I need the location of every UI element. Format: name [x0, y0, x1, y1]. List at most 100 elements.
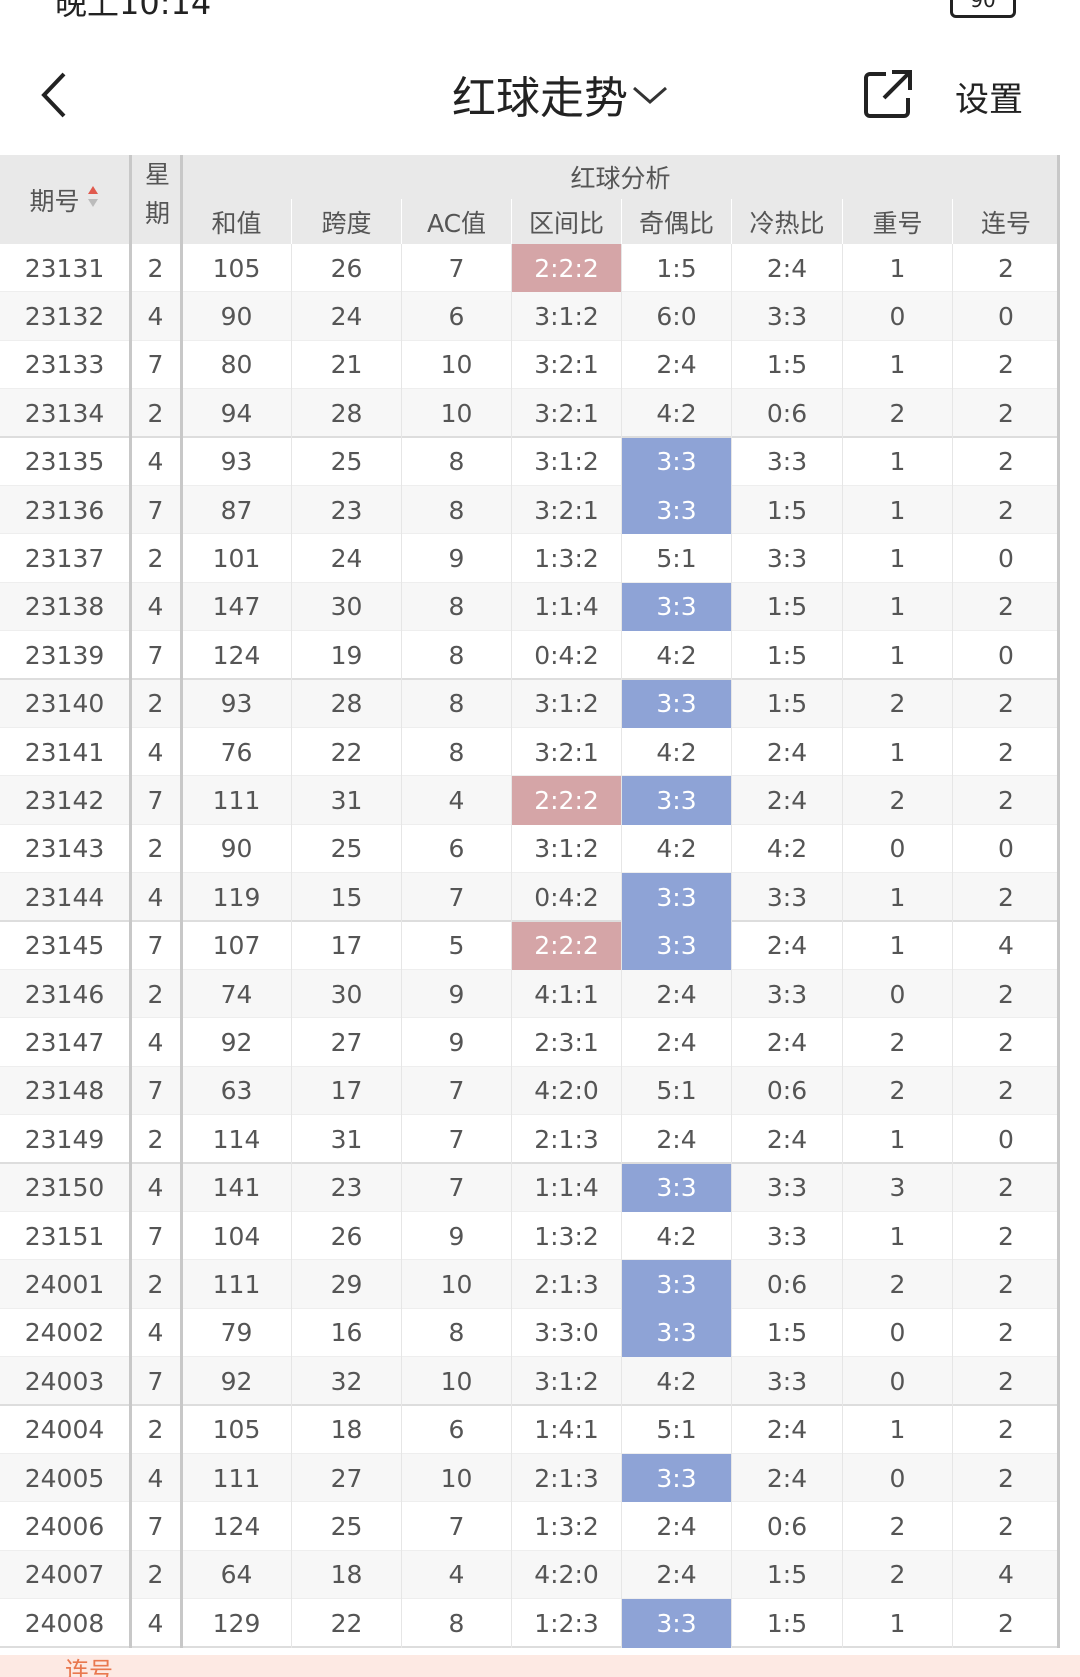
- table-cell: 4:2: [621, 631, 731, 680]
- table-cell: 2:4: [731, 728, 842, 777]
- table-cell: 3:1:2: [511, 679, 621, 728]
- table-cell: 2: [147, 1415, 164, 1445]
- row-bg: [0, 1454, 1059, 1503]
- table-cell: 0:4:2: [511, 631, 621, 680]
- table-cell: 3:3: [621, 873, 731, 922]
- table-cell: 8: [401, 437, 511, 486]
- table-cell: 15: [291, 873, 401, 922]
- table-cell: 124: [212, 640, 261, 670]
- table-cell: 23135: [24, 447, 105, 477]
- table-cell: 24007: [24, 1560, 105, 1590]
- table-cell: 5:1: [621, 534, 731, 583]
- table-cell: 2:1:3: [511, 1260, 621, 1309]
- table-cell: 2:4: [731, 244, 842, 293]
- table-cell: 4: [147, 737, 164, 767]
- table-cell: 111: [212, 1270, 261, 1300]
- column-header: AC值: [401, 199, 511, 244]
- table-cell: 2: [952, 437, 1059, 486]
- table-cell: 6: [401, 824, 511, 874]
- table-cell: 4: [401, 776, 511, 825]
- table-cell: 23138: [24, 592, 105, 622]
- table-cell: 22: [291, 728, 401, 777]
- share-icon[interactable]: [862, 68, 916, 122]
- table-cell: 23133: [24, 350, 105, 380]
- table-cell: 4: [147, 1318, 164, 1348]
- table-cell: 4: [147, 1608, 164, 1638]
- table-cell: 2: [952, 340, 1059, 390]
- table-cell: 2: [952, 776, 1059, 825]
- table-cell: 4: [147, 1463, 164, 1493]
- table-cell: 0:4:2: [511, 873, 621, 922]
- table-cell: 7: [401, 244, 511, 293]
- table-cell: 21: [291, 340, 401, 390]
- table-cell: 92: [220, 1366, 253, 1396]
- table-cell: 10: [401, 1260, 511, 1309]
- table-cell: 2:4: [621, 970, 731, 1019]
- table-cell: 2: [952, 1212, 1059, 1261]
- table-cell: 8: [401, 679, 511, 728]
- table-cell: 1:5: [731, 631, 842, 680]
- table-cell: 10: [401, 389, 511, 438]
- table-cell: 24005: [24, 1463, 105, 1493]
- table-cell: 2: [952, 244, 1059, 293]
- table-cell: 2: [147, 1124, 164, 1154]
- table-cell: 1: [842, 244, 952, 293]
- column-divider: [1057, 155, 1060, 1648]
- table-cell: 1:3:2: [511, 1502, 621, 1551]
- row-bg: [0, 1018, 1059, 1067]
- table-cell: 23: [291, 486, 401, 535]
- table-cell: 0: [842, 1454, 952, 1503]
- table-cell: 111: [212, 1463, 261, 1493]
- table-cell: 2:1:3: [511, 1115, 621, 1164]
- table-cell: 1:3:2: [511, 1212, 621, 1261]
- table-cell: 63: [220, 1076, 253, 1106]
- table-cell: 3:2:1: [511, 340, 621, 390]
- column-header: 区间比: [511, 199, 621, 244]
- table-cell: 17: [291, 1066, 401, 1116]
- dropdown-arrow[interactable]: [630, 80, 670, 110]
- table-cell: 1: [842, 340, 952, 390]
- table-cell: 2: [842, 1260, 952, 1309]
- table-cell: 4: [952, 1550, 1059, 1600]
- table-cell: 3:1:2: [511, 824, 621, 874]
- table-cell: 8: [401, 728, 511, 777]
- table-cell: 4: [147, 447, 164, 477]
- table-cell: 3:3: [621, 1599, 731, 1648]
- table-cell: 3:3: [731, 1163, 842, 1212]
- table-cell: 4: [147, 1028, 164, 1058]
- settings-button[interactable]: 设置: [955, 80, 1023, 120]
- table-cell: 3:3: [621, 1454, 731, 1503]
- battery: 90: [950, 0, 1016, 18]
- table-cell: 1: [842, 873, 952, 922]
- table-cell: 74: [220, 979, 253, 1009]
- table-cell: 1: [842, 437, 952, 486]
- row-bg: [0, 679, 1059, 728]
- page-title[interactable]: 红球走势: [452, 73, 628, 124]
- table-cell: 1: [842, 631, 952, 680]
- table-cell: 23146: [24, 979, 105, 1009]
- table-cell: 8: [401, 631, 511, 680]
- row-bg: [0, 824, 1059, 874]
- table-cell: 8: [401, 1599, 511, 1648]
- table-cell: 119: [212, 882, 261, 912]
- table-cell: 3:3: [621, 679, 731, 728]
- column-header: 重号: [842, 199, 952, 244]
- table-cell: 2: [952, 1599, 1059, 1648]
- row-bg: [0, 728, 1059, 777]
- table-cell: 23140: [24, 689, 105, 719]
- table-cell: 3:2:1: [511, 728, 621, 777]
- table-cell: 3:3: [731, 1357, 842, 1406]
- table-cell: 4: [147, 1173, 164, 1203]
- table-cell: 28: [291, 389, 401, 438]
- row-bg: [0, 1599, 1059, 1648]
- table-cell: 2: [842, 389, 952, 438]
- table-cell: 3: [842, 1163, 952, 1212]
- table-cell: 3:3: [731, 292, 842, 341]
- table-cell: 2: [842, 679, 952, 728]
- column-header[interactable]: 期号: [0, 155, 129, 244]
- back-button[interactable]: [30, 60, 80, 130]
- table-cell: 2: [952, 679, 1059, 728]
- table-cell: 31: [291, 776, 401, 825]
- status-bar: 晚上10:14 90: [0, 0, 1080, 40]
